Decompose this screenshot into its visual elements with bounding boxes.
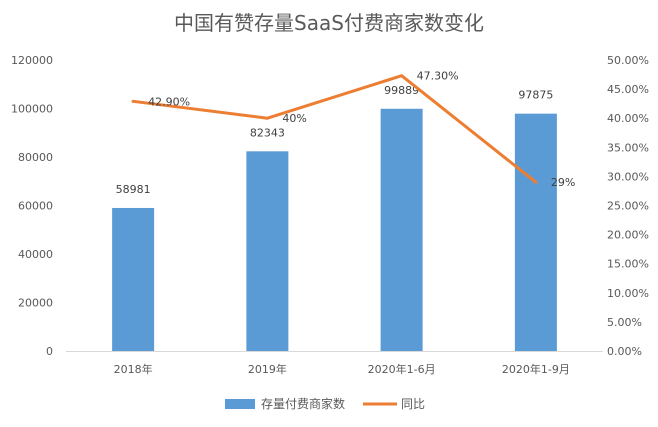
left-axis-tick-label: 120000 [11,54,53,67]
right-axis-tick-label: 20.00% [607,229,649,242]
left-axis-tick-label: 40000 [18,248,53,261]
bar-data-label: 58981 [116,183,151,196]
line-series [131,74,538,184]
left-axis-tick-label: 20000 [18,297,53,310]
right-axis-tick-label: 35.00% [607,141,649,154]
line-point [131,99,135,103]
right-axis-tick-label: 25.00% [607,200,649,213]
x-axis-tick-label: 2018年 [114,362,153,376]
line-point [534,180,538,184]
chart-title: 中国有赞存量SaaS付费商家数变化 [174,11,484,35]
right-axis-tick-label: 15.00% [607,258,649,271]
right-axis-tick-label: 0.00% [607,345,642,358]
left-axis-tick-label: 60000 [18,200,53,213]
legend: 存量付费商家数 同比 [225,396,425,411]
line-point [400,74,404,78]
left-axis-tick-label: 0 [46,345,53,358]
bar-data-label: 97875 [518,89,553,102]
x-axis-tick-label: 2020年1-9月 [502,362,570,376]
x-axis-tick-label: 2020年1-6月 [368,362,436,376]
line-point [265,116,269,120]
right-axis-tick-label: 10.00% [607,287,649,300]
line-data-label: 47.30% [417,70,459,83]
right-axis-tick-label: 30.00% [607,170,649,183]
right-axis-tick-label: 5.00% [607,316,642,329]
line-data-label: 42.90% [148,95,190,108]
left-axis-tick-label: 80000 [18,151,53,164]
legend-label-line: 同比 [401,397,425,411]
legend-swatch-bar [225,399,255,409]
plot-area: 0 20000 40000 60000 80000 100000 120000 0.00% 5.… [11,54,649,376]
legend-label-bar: 存量付费商家数 [261,396,345,411]
bar-data-label: 99889 [384,84,419,97]
bar [514,113,557,351]
bar [380,108,423,352]
bar [112,207,155,351]
right-axis-tick-label: 45.00% [607,83,649,96]
bar-data-label: 82343 [250,126,285,139]
right-axis-tick-label: 50.00% [607,54,649,67]
x-axis-tick-label: 2019年 [248,362,287,376]
right-axis-tick-label: 40.00% [607,112,649,125]
line-data-label: 40% [282,112,306,125]
line-data-label: 29% [551,176,575,189]
left-axis-tick-label: 100000 [11,103,53,116]
bar [246,151,289,351]
